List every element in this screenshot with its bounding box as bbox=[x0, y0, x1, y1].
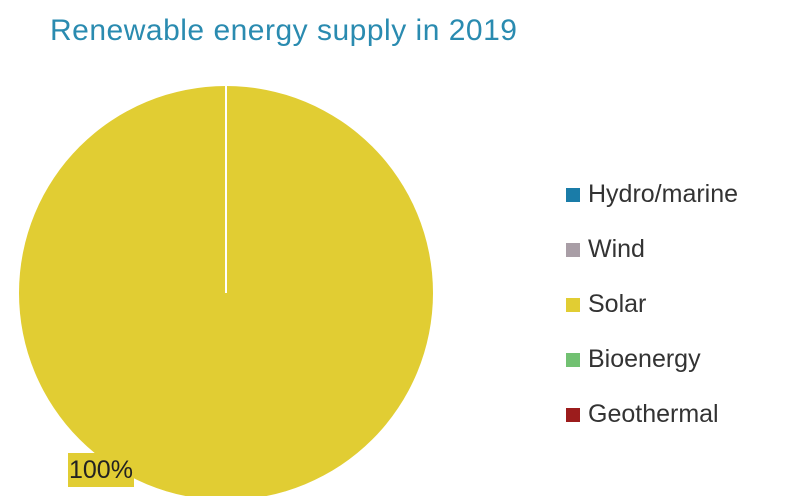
legend-swatch-bioenergy bbox=[566, 352, 580, 367]
legend-label-bioenergy: Bioenergy bbox=[588, 345, 701, 373]
legend-item-wind: Wind bbox=[566, 215, 738, 284]
legend-swatch-hydro-marine bbox=[566, 187, 580, 202]
legend-label-solar: Solar bbox=[588, 290, 647, 318]
legend-item-bioenergy: Bioenergy bbox=[566, 325, 738, 394]
legend-label-geothermal: Geothermal bbox=[588, 400, 719, 428]
legend-swatch-solar bbox=[566, 297, 580, 312]
legend-swatch-wind bbox=[566, 242, 580, 257]
chart-title: Renewable energy supply in 2019 bbox=[50, 14, 518, 47]
legend-item-hydro-marine: Hydro/marine bbox=[566, 160, 738, 229]
legend-item-geothermal: Geothermal bbox=[566, 380, 738, 449]
legend-swatch-geothermal bbox=[566, 407, 580, 422]
data-label-solar: 100% bbox=[68, 453, 134, 487]
legend-item-solar: Solar bbox=[566, 270, 738, 339]
legend-label-hydro-marine: Hydro/marine bbox=[588, 180, 739, 208]
legend-label-wind: Wind bbox=[588, 235, 645, 263]
legend: Hydro/marine Wind Solar Bioenergy Geothermal bbox=[566, 160, 738, 449]
